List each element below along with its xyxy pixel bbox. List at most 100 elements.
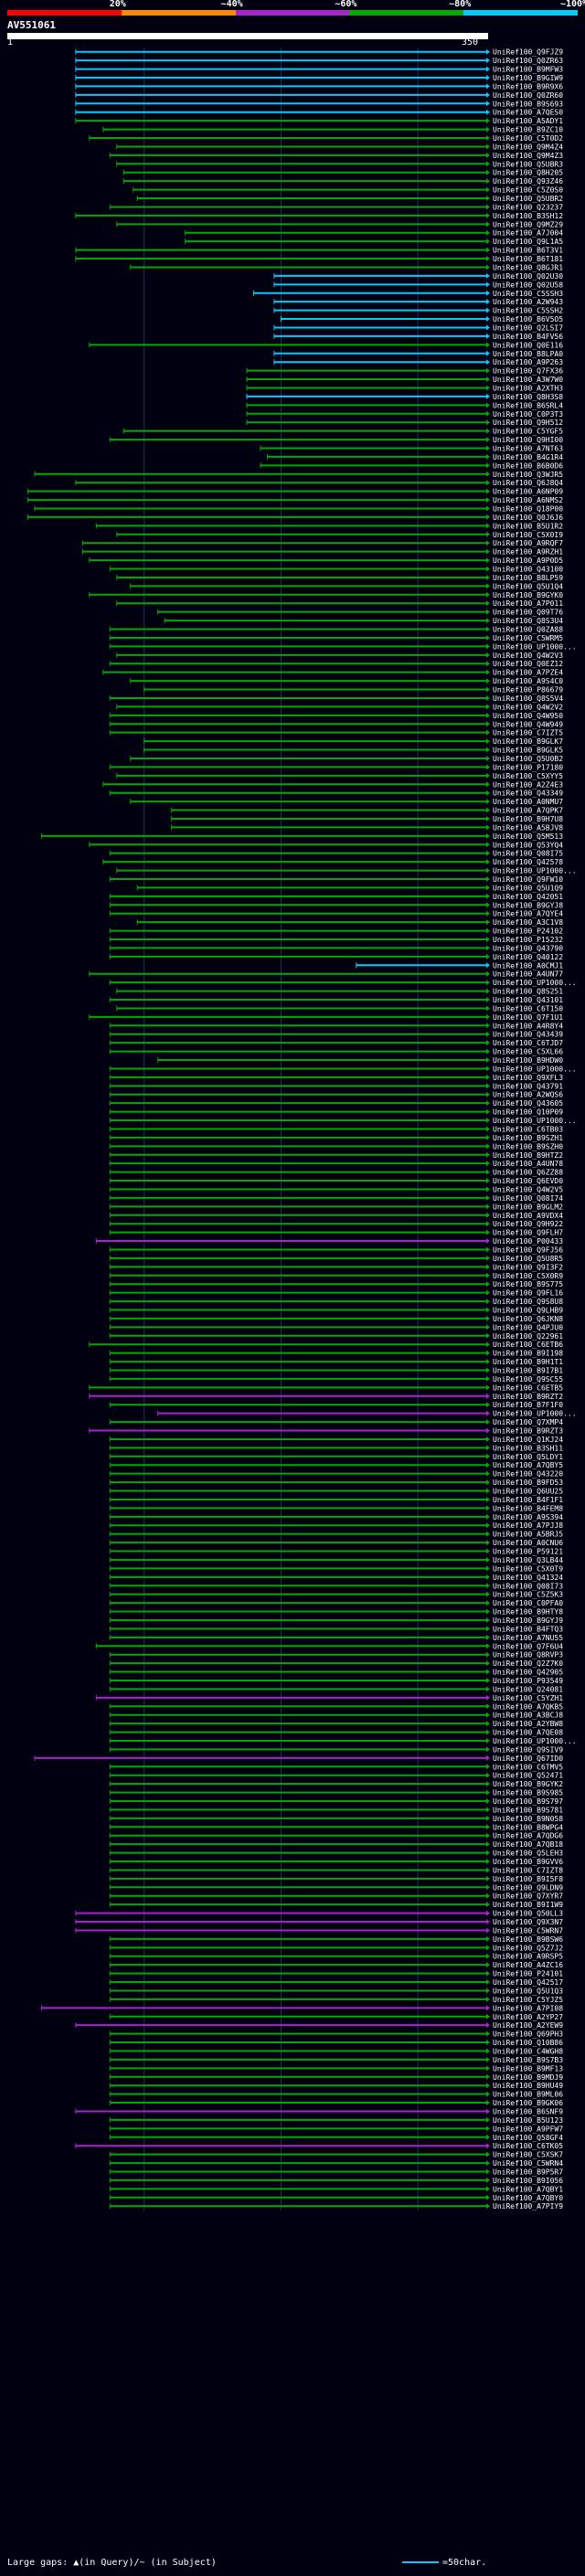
hit-name-link[interactable]: UniRef100_A3W7W0 <box>493 376 563 384</box>
hit-row[interactable]: UniRef100_Q8RVP3 <box>109 1651 563 1659</box>
hit-name-link[interactable]: UniRef100_B9I1W9 <box>493 1901 563 1909</box>
hit-name-link[interactable]: UniRef100_Q42051 <box>493 893 563 901</box>
hit-name-link[interactable]: UniRef100_Q69PH3 <box>493 2030 563 2039</box>
hit-row[interactable]: UniRef100_Q8GJR1 <box>130 263 564 271</box>
hit-name-link[interactable]: UniRef100_Q3LB44 <box>493 1556 563 1564</box>
hit-row[interactable]: UniRef100_C6TK05 <box>75 2142 563 2150</box>
hit-row[interactable]: UniRef100_Q9SC55 <box>109 1375 563 1383</box>
hit-name-link[interactable]: UniRef100_Q5Z7J2 <box>493 1944 563 1952</box>
hit-row[interactable]: UniRef100_Q0EZ12 <box>109 660 563 668</box>
hit-row[interactable]: UniRef100_B9HTZ2 <box>109 1151 563 1160</box>
hit-name-link[interactable]: UniRef100_A5BRJ5 <box>493 1531 563 1539</box>
hit-name-link[interactable]: UniRef100_Q2Z7K0 <box>493 1659 563 1668</box>
hit-name-link[interactable]: UniRef100_Q9FJ56 <box>493 1246 563 1254</box>
hit-name-link[interactable]: UniRef100_Q3WJR5 <box>493 471 563 479</box>
hit-row[interactable]: UniRef100_Q58GF4 <box>109 2134 563 2142</box>
hit-row[interactable]: UniRef100_P93549 <box>109 1677 563 1685</box>
hit-row[interactable]: UniRef100_Q08I73 <box>109 1582 563 1590</box>
hit-name-link[interactable]: UniRef100_Q08I73 <box>493 1582 563 1590</box>
hit-row[interactable]: UniRef100_A9RSP5 <box>109 1953 563 1961</box>
hit-name-link[interactable]: UniRef100_C5Z5K3 <box>493 1591 563 1599</box>
hit-row[interactable]: UniRef100_Q5UBR2 <box>136 195 563 203</box>
hit-name-link[interactable]: UniRef100_B9H1T1 <box>493 1358 563 1366</box>
hit-name-link[interactable]: UniRef100_Q6J8Q4 <box>493 479 563 487</box>
hit-row[interactable]: UniRef100_Q52471 <box>109 1772 563 1780</box>
hit-row[interactable]: UniRef100_Q9S8U8 <box>109 1298 563 1306</box>
hit-row[interactable]: UniRef100_Q3WJR5 <box>34 471 563 479</box>
hit-row[interactable]: UniRef100_A7PI08 <box>40 2004 563 2012</box>
hit-row[interactable]: UniRef100_A9RZH1 <box>81 548 563 557</box>
hit-name-link[interactable]: UniRef100_C6TMV5 <box>493 1763 563 1771</box>
hit-name-link[interactable]: UniRef100_Q5M513 <box>493 832 563 841</box>
hit-row[interactable]: UniRef100_Q67ID0 <box>34 1754 563 1763</box>
hit-row[interactable]: UniRef100_Q0J6J6 <box>27 514 563 522</box>
hit-name-link[interactable]: UniRef100_Q9H512 <box>493 419 563 427</box>
hit-row[interactable]: UniRef100_B5U1R2 <box>95 522 563 530</box>
hit-row[interactable]: UniRef100_Q9FJZ9 <box>75 48 563 57</box>
hit-name-link[interactable]: UniRef100_B9P5R7 <box>493 2168 563 2176</box>
hit-name-link[interactable]: UniRef100_C6TB03 <box>493 1125 563 1133</box>
hit-row[interactable]: UniRef100_C6TJD7 <box>109 1039 563 1047</box>
hit-row[interactable]: UniRef100_Q7F6U4 <box>95 1642 563 1650</box>
hit-row[interactable]: UniRef100_A3W7W0 <box>246 376 563 384</box>
hit-row[interactable]: UniRef100_P24101 <box>109 1970 563 1978</box>
hit-row[interactable]: UniRef100_A7QBY0 <box>109 2194 563 2202</box>
hit-row[interactable]: UniRef100_Q0ZR63 <box>75 57 563 65</box>
hit-name-link[interactable]: UniRef100_Q0EZ12 <box>493 660 563 668</box>
hit-name-link[interactable]: UniRef100_B9HTY8 <box>493 1608 563 1617</box>
hit-row[interactable]: UniRef100_Q9XFL3 <box>109 1074 563 1082</box>
hit-name-link[interactable]: UniRef100_B9S693 <box>493 100 563 108</box>
hit-row[interactable]: UniRef100_P17180 <box>109 763 563 771</box>
hit-name-link[interactable]: UniRef100_Q2LSI7 <box>493 323 563 332</box>
hit-row[interactable]: UniRef100_A5BRJ5 <box>109 1531 563 1539</box>
hit-row[interactable]: UniRef100_B9ZC10 <box>102 126 563 134</box>
hit-row[interactable]: UniRef100_A5ADY1 <box>75 117 563 125</box>
hit-name-link[interactable]: UniRef100_B9S775 <box>493 1280 563 1288</box>
hit-name-link[interactable]: UniRef100_B9I198 <box>493 1350 563 1358</box>
hit-name-link[interactable]: UniRef100_B9MDJ9 <box>493 2073 563 2082</box>
hit-name-link[interactable]: UniRef100_Q8S251 <box>493 988 563 996</box>
hit-name-link[interactable]: UniRef100_Q43439 <box>493 1031 563 1039</box>
hit-row[interactable]: UniRef100_Q9FLH7 <box>109 1229 563 1237</box>
hit-name-link[interactable]: UniRef100_C5X0T9 <box>493 1564 563 1573</box>
hit-row[interactable]: UniRef100_B9SZH0 <box>109 1142 563 1150</box>
hit-row[interactable]: UniRef100_P86679 <box>144 686 564 694</box>
hit-row[interactable]: UniRef100_Q9SIV9 <box>109 1745 563 1754</box>
hit-name-link[interactable]: UniRef100_C5XSK7 <box>493 2151 563 2159</box>
hit-row[interactable]: UniRef100_Q9MZ29 <box>116 220 563 228</box>
hit-name-link[interactable]: UniRef100_Q22961 <box>493 1332 563 1341</box>
hit-row[interactable]: UniRef100_Q08I74 <box>109 1194 563 1203</box>
hit-row[interactable]: UniRef100_B8LPA0 <box>273 350 563 358</box>
hit-row[interactable]: UniRef100_B9HTY8 <box>109 1608 563 1617</box>
hit-name-link[interactable]: UniRef100_A9P263 <box>493 358 563 366</box>
hit-row[interactable]: UniRef100_A2WQS6 <box>109 1091 563 1099</box>
hit-name-link[interactable]: UniRef100_Q0J6J6 <box>493 514 563 522</box>
hit-name-link[interactable]: UniRef100_Q5U8R5 <box>493 1255 563 1263</box>
hit-name-link[interactable]: UniRef100_C0PFA0 <box>493 1599 563 1607</box>
hit-name-link[interactable]: UniRef100_A7QES0 <box>493 109 563 117</box>
hit-name-link[interactable]: UniRef100_Q5U1Q3 <box>493 1987 563 1995</box>
hit-name-link[interactable]: UniRef100_C6ETB5 <box>493 1383 563 1392</box>
hit-row[interactable]: UniRef100_A6NP09 <box>27 488 563 496</box>
hit-name-link[interactable]: UniRef100_Q08I75 <box>493 850 563 858</box>
hit-name-link[interactable]: UniRef100_Q7F1U1 <box>493 1013 563 1022</box>
hit-row[interactable]: UniRef100_A7QE08 <box>109 1729 563 1737</box>
hit-name-link[interactable]: UniRef100_Q6JKN8 <box>493 1315 563 1323</box>
hit-row[interactable]: UniRef100_A9VDX4 <box>109 1212 563 1220</box>
hit-name-link[interactable]: UniRef100_Q4W2V5 <box>493 1185 563 1193</box>
hit-row[interactable]: UniRef100_A9S4C0 <box>130 677 564 685</box>
hit-name-link[interactable]: UniRef100_B6B0D6 <box>493 461 563 470</box>
hit-row[interactable]: UniRef100_C5XYY5 <box>116 772 563 780</box>
hit-row[interactable]: UniRef100_A9PFW7 <box>109 2125 563 2133</box>
hit-name-link[interactable]: UniRef100_B9MFW3 <box>493 66 563 74</box>
hit-row[interactable]: UniRef100_C5SSH2 <box>273 307 563 315</box>
hit-row[interactable]: UniRef100_C4WGH8 <box>109 2047 563 2055</box>
hit-row[interactable]: UniRef100_A3C1V8 <box>136 918 563 927</box>
hit-row[interactable]: UniRef100_B9S781 <box>109 1806 563 1814</box>
hit-name-link[interactable]: UniRef100_A2YP27 <box>493 2013 563 2021</box>
hit-row[interactable]: UniRef100_Q9FL16 <box>109 1289 563 1298</box>
hit-name-link[interactable]: UniRef100_Q43790 <box>493 944 563 952</box>
hit-row[interactable]: UniRef100_P24102 <box>109 928 563 936</box>
hit-row[interactable]: UniRef100_Q0ZA88 <box>109 626 563 634</box>
hit-row[interactable]: UniRef100_Q6ZZ88 <box>109 1169 563 1177</box>
